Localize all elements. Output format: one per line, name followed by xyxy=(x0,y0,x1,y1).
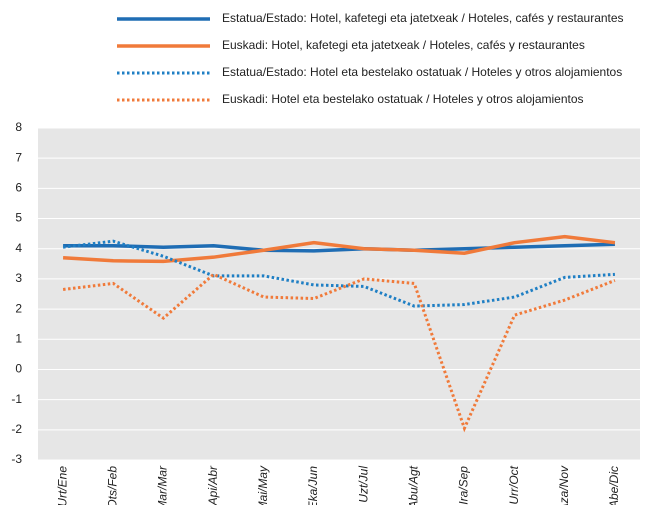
y-tick-label: 5 xyxy=(15,211,22,225)
x-tick-label: Ira/Sep xyxy=(457,466,471,505)
series-line xyxy=(63,242,615,253)
y-tick-label: 7 xyxy=(15,150,22,164)
y-tick-label: -1 xyxy=(11,392,22,406)
x-tick-label: Abe/Dic xyxy=(607,466,621,505)
series-line xyxy=(62,234,616,264)
x-tick-label: Api/Abr xyxy=(206,465,220,505)
legend-label: Euskadi: Hotel eta bestelako ostatuak / … xyxy=(222,92,584,106)
x-tick-label: Eka/Jun xyxy=(306,466,320,505)
x-tick-label: Abu/Agt xyxy=(406,465,420,505)
y-tick-label: 2 xyxy=(15,301,22,315)
x-tick-label: Urt/Ene xyxy=(55,466,69,505)
legend-label: Euskadi: Hotel, kafetegi eta jatetxeak /… xyxy=(222,38,585,52)
y-tick-label: -2 xyxy=(11,422,22,436)
y-tick-label: 8 xyxy=(15,120,22,134)
x-tick-label: Urr/Oct xyxy=(507,465,521,504)
y-tick-label: -3 xyxy=(11,452,22,466)
y-tick-label: 4 xyxy=(15,241,22,255)
series-line xyxy=(62,239,616,308)
x-tick-label: Mar/Mar xyxy=(156,465,170,505)
x-tick-label: Aza/Nov xyxy=(557,465,571,505)
y-tick-label: 1 xyxy=(15,331,22,345)
y-tick-label: 6 xyxy=(15,181,22,195)
y-tick-label: 3 xyxy=(15,271,22,285)
y-tick-label: 0 xyxy=(15,362,22,376)
x-tick-label: Ots/Feb xyxy=(105,466,119,505)
legend-label: Estatua/Estado: Hotel, kafetegi eta jate… xyxy=(222,11,624,25)
plot-area xyxy=(38,128,640,460)
series-line xyxy=(62,272,616,433)
legend-label: Estatua/Estado: Hotel eta bestelako osta… xyxy=(222,65,622,79)
x-tick-label: Mai/May xyxy=(256,465,270,505)
x-tick-label: Uzt/Jul xyxy=(356,466,370,503)
